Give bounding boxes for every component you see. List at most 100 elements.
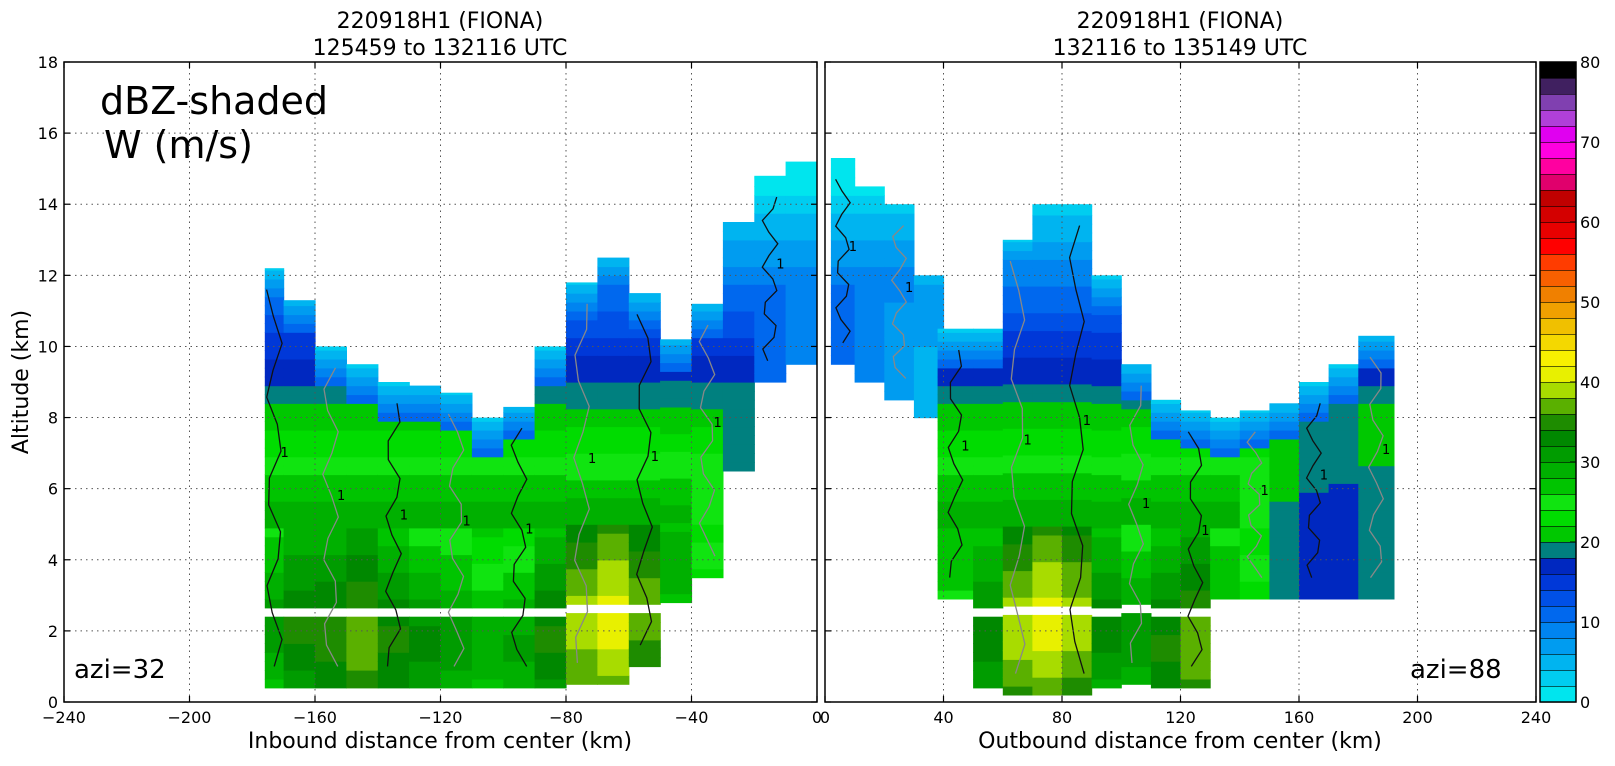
right-dbz-cell xyxy=(1032,286,1063,296)
right-w-contour xyxy=(1068,225,1085,674)
left-dbz-cell xyxy=(597,310,630,321)
left-dbz-cell xyxy=(754,204,787,214)
right-dbz-cell xyxy=(1150,403,1182,413)
right-dbz-cell xyxy=(830,168,856,179)
left-dbz-cell xyxy=(283,661,316,671)
left-dbz-cell xyxy=(754,257,787,268)
right-dbz-cell xyxy=(1358,341,1395,351)
right-dbz-cell xyxy=(1062,499,1093,509)
left-dbz-cell xyxy=(471,447,504,458)
left-dbz-cell xyxy=(597,488,630,499)
left-dbz-cell xyxy=(283,421,316,431)
right-dbz-cell xyxy=(1062,286,1093,296)
left-dbz-cell xyxy=(597,622,630,632)
right-dbz-cell xyxy=(1239,536,1270,547)
colorbar-cell xyxy=(1539,333,1577,351)
right-column-5 xyxy=(973,328,1004,689)
right-dbz-cell xyxy=(973,625,1004,636)
colorbar-cell xyxy=(1539,573,1577,591)
right-dbz-cell xyxy=(1150,563,1182,573)
right-dbz-cell xyxy=(1328,456,1359,467)
left-dbz-cell xyxy=(566,373,598,383)
right-dbz-cell xyxy=(1239,545,1270,556)
left-dbz-cell xyxy=(597,586,630,596)
right-dbz-cell xyxy=(1180,474,1211,484)
left-dbz-cell xyxy=(346,474,379,484)
right-dbz-cell xyxy=(1180,518,1211,529)
right-column-0 xyxy=(830,158,856,365)
left-dbz-cell xyxy=(754,328,787,339)
left-dbz-cell xyxy=(346,527,379,538)
right-dbz-cell xyxy=(1062,508,1093,518)
right-dbz-cell xyxy=(1121,453,1152,463)
left-dbz-cell xyxy=(471,430,504,440)
right-dbz-cell xyxy=(1002,437,1033,447)
left-dbz-cell xyxy=(628,462,661,472)
left-dbz-cell xyxy=(722,275,755,285)
left-dbz-cell xyxy=(409,536,442,547)
left-dbz-cell xyxy=(264,545,285,556)
left-dbz-cell xyxy=(597,462,630,472)
left-dbz-cell xyxy=(471,678,504,689)
right-contour-label: 1 xyxy=(849,240,857,255)
right-dbz-cell xyxy=(854,213,885,223)
left-dbz-cell xyxy=(283,376,316,387)
left-dbz-cell xyxy=(440,661,473,671)
left-dbz-cell xyxy=(283,501,316,511)
colorbar-label: 50 xyxy=(1580,293,1600,312)
right-dbz-cell xyxy=(854,302,885,312)
right-dbz-cell xyxy=(854,319,885,330)
right-dbz-cell xyxy=(1032,268,1063,278)
right-dbz-cell xyxy=(1091,394,1122,404)
left-dbz-cell xyxy=(566,488,598,499)
left-dbz-cell xyxy=(315,421,347,431)
right-dbz-cell xyxy=(1062,472,1093,483)
right-dbz-cell xyxy=(1032,392,1063,403)
right-dbz-cell xyxy=(1032,303,1063,314)
right-dbz-cell xyxy=(973,350,1004,360)
left-dbz-cell xyxy=(691,408,724,419)
right-dbz-cell xyxy=(973,474,1004,484)
right-dbz-cell xyxy=(854,275,885,285)
left-dbz-cell xyxy=(597,435,630,445)
left-contour-label: 1 xyxy=(776,258,784,273)
right-dbz-cell xyxy=(830,213,856,223)
left-dbz-cell xyxy=(566,613,598,623)
right-dbz-cell xyxy=(1150,456,1182,467)
left-dbz-cell xyxy=(283,430,316,440)
right-dbz-cell xyxy=(1210,572,1241,582)
left-dbz-cell xyxy=(264,492,285,502)
right-dbz-cell xyxy=(1299,456,1330,467)
left-dbz-cell xyxy=(660,522,693,532)
right-dbz-cell xyxy=(1150,438,1182,449)
right-dbz-cell xyxy=(1299,510,1330,520)
left-dbz-cell xyxy=(283,510,316,520)
right-dbz-cell xyxy=(1032,623,1063,634)
left-dbz-cell xyxy=(409,545,442,556)
right-dbz-cell xyxy=(1210,438,1241,449)
right-title-line2: 132116 to 135149 UTC xyxy=(1053,36,1308,61)
right-dbz-cell xyxy=(1002,623,1033,634)
left-dbz-cell xyxy=(785,213,817,223)
right-dbz-cell xyxy=(913,319,945,330)
right-dbz-cell xyxy=(1091,652,1122,662)
right-dbz-cell xyxy=(1328,385,1359,396)
left-dbz-cell xyxy=(283,438,316,449)
colorbar-cell xyxy=(1539,301,1577,319)
left-dbz-cell xyxy=(785,257,817,268)
right-dbz-cell xyxy=(1032,614,1063,625)
right-dbz-cell xyxy=(1062,454,1093,465)
right-dbz-cell xyxy=(1091,412,1122,422)
left-dbz-cell xyxy=(346,634,379,644)
right-dbz-cell xyxy=(1091,376,1122,387)
right-dbz-cell xyxy=(937,456,974,467)
colorbar-cell xyxy=(1539,525,1577,543)
left-dbz-cell xyxy=(377,590,410,600)
right-dbz-cell xyxy=(1150,634,1182,644)
right-dbz-cell xyxy=(913,373,945,383)
left-dbz-cell xyxy=(283,305,316,316)
left-dbz-cell xyxy=(722,346,755,356)
right-dbz-cell xyxy=(1062,206,1093,216)
right-dbz-cell xyxy=(1032,374,1063,385)
left-column-10 xyxy=(566,282,598,685)
